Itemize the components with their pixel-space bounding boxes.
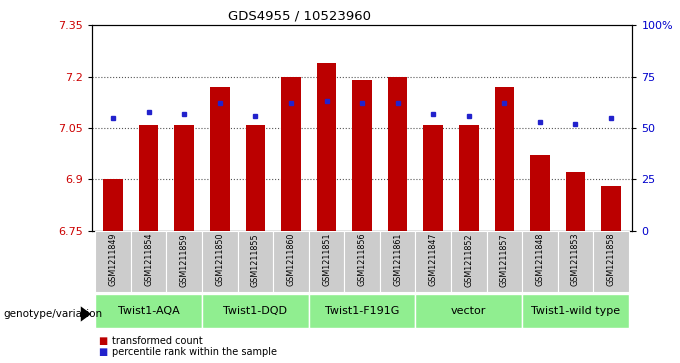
Bar	[167, 231, 202, 292]
Bar	[352, 80, 372, 231]
Bar	[103, 179, 123, 231]
Bar	[593, 231, 629, 292]
Bar	[273, 231, 309, 292]
Bar	[415, 294, 522, 329]
Bar	[424, 125, 443, 231]
Bar	[202, 231, 237, 292]
Bar	[451, 231, 487, 292]
Bar	[459, 125, 479, 231]
Bar	[566, 172, 585, 231]
Bar	[558, 231, 593, 292]
Bar	[388, 77, 407, 231]
Text: GSM1211849: GSM1211849	[109, 233, 118, 286]
Bar	[95, 294, 202, 329]
Text: ■: ■	[99, 347, 108, 357]
Bar	[522, 231, 558, 292]
Text: GSM1211848: GSM1211848	[535, 233, 545, 286]
Bar	[95, 231, 131, 292]
Text: GSM1211857: GSM1211857	[500, 233, 509, 287]
Text: GSM1211856: GSM1211856	[358, 233, 367, 286]
Text: transformed count: transformed count	[112, 336, 203, 346]
Bar	[210, 87, 230, 231]
Text: vector: vector	[451, 306, 486, 316]
Bar	[317, 63, 337, 231]
Bar	[237, 231, 273, 292]
Text: GSM1211851: GSM1211851	[322, 233, 331, 286]
Bar	[530, 155, 549, 231]
Text: Twist1-DQD: Twist1-DQD	[224, 306, 288, 316]
Text: GSM1211859: GSM1211859	[180, 233, 189, 287]
Bar	[139, 125, 158, 231]
Text: Twist1-AQA: Twist1-AQA	[118, 306, 180, 316]
Bar	[380, 231, 415, 292]
Text: percentile rank within the sample: percentile rank within the sample	[112, 347, 277, 357]
Bar	[415, 231, 451, 292]
Bar	[344, 231, 380, 292]
Text: GSM1211861: GSM1211861	[393, 233, 402, 286]
Text: GSM1211855: GSM1211855	[251, 233, 260, 287]
Text: GDS4955 / 10523960: GDS4955 / 10523960	[228, 9, 371, 22]
Polygon shape	[81, 306, 91, 322]
Bar	[487, 231, 522, 292]
Bar	[309, 231, 344, 292]
Bar	[202, 294, 309, 329]
Bar	[601, 186, 621, 231]
Text: ■: ■	[99, 336, 108, 346]
Bar	[494, 87, 514, 231]
Text: GSM1211860: GSM1211860	[286, 233, 296, 286]
Bar	[131, 231, 167, 292]
Bar	[175, 125, 194, 231]
Text: GSM1211847: GSM1211847	[428, 233, 438, 286]
Text: GSM1211852: GSM1211852	[464, 233, 473, 287]
Bar	[245, 125, 265, 231]
Text: GSM1211854: GSM1211854	[144, 233, 153, 286]
Text: GSM1211858: GSM1211858	[607, 233, 615, 286]
Text: Twist1-F191G: Twist1-F191G	[325, 306, 399, 316]
Text: GSM1211850: GSM1211850	[216, 233, 224, 286]
Bar	[309, 294, 415, 329]
Text: Twist1-wild type: Twist1-wild type	[531, 306, 620, 316]
Bar	[282, 77, 301, 231]
Bar	[522, 294, 629, 329]
Text: GSM1211853: GSM1211853	[571, 233, 580, 286]
Text: genotype/variation: genotype/variation	[3, 309, 103, 319]
